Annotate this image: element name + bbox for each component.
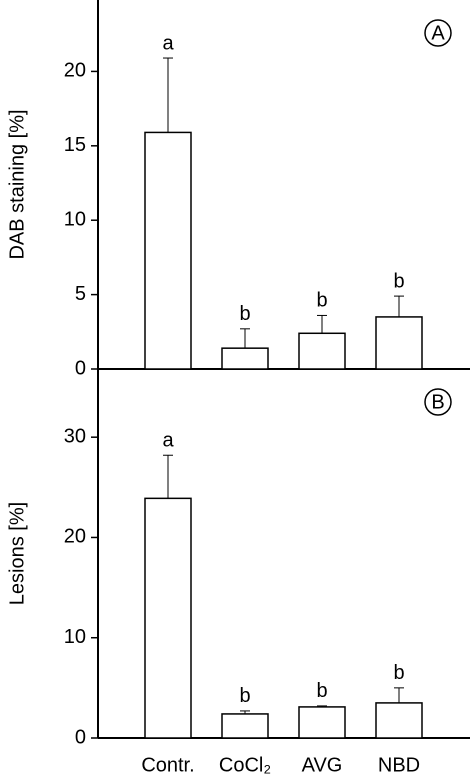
panel-label: B <box>431 391 444 413</box>
bar <box>298 332 346 370</box>
y-tick-label: 15 <box>64 134 86 156</box>
bar <box>298 706 346 739</box>
x-tick-label: NBD <box>378 754 420 776</box>
significance-letter: b <box>239 685 250 707</box>
significance-letter: b <box>239 303 250 325</box>
significance-letter: a <box>162 430 174 452</box>
significance-letter: a <box>162 32 174 54</box>
x-tick-label: Contr. <box>141 754 194 776</box>
y-tick-label: 10 <box>64 626 86 648</box>
y-tick-label: 0 <box>75 357 86 379</box>
bar <box>221 347 269 370</box>
bar <box>144 131 192 370</box>
y-axis-label: Lesions [%] <box>6 502 28 605</box>
y-tick-label: 0 <box>75 726 86 748</box>
significance-letter: b <box>316 290 327 312</box>
significance-letter: b <box>393 270 404 292</box>
significance-letter: b <box>393 662 404 684</box>
panel-label: A <box>431 22 445 44</box>
bar <box>221 713 269 739</box>
x-tick-label: CoCl₂ <box>219 754 271 776</box>
y-tick-label: 20 <box>64 526 86 548</box>
y-tick-label: 20 <box>64 60 86 82</box>
bar <box>144 497 192 739</box>
panel-badge <box>424 19 452 47</box>
panel-badge <box>424 388 452 416</box>
y-tick-label: 5 <box>75 283 86 305</box>
significance-letter: b <box>316 680 327 702</box>
bar <box>375 316 423 370</box>
y-tick-label: 10 <box>64 208 86 230</box>
y-tick-label: 30 <box>64 425 86 447</box>
bar <box>375 702 423 739</box>
x-tick-label: AVG <box>302 754 343 776</box>
y-axis-label: DAB staining [%] <box>6 109 28 259</box>
